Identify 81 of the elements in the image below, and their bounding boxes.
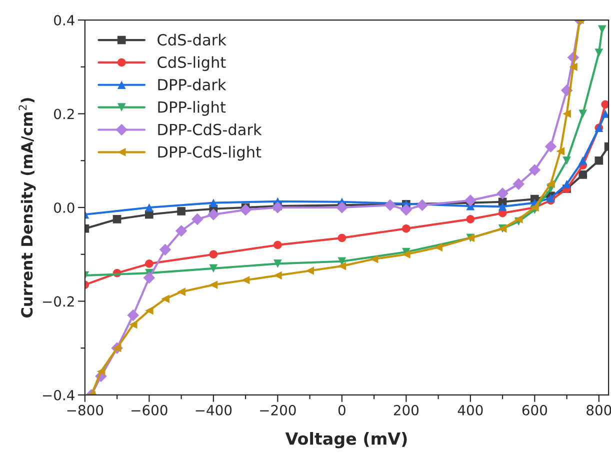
point (240, 204, 252, 216)
point (127, 309, 140, 322)
point (338, 262, 346, 270)
y-tick-label: −0.4 (42, 390, 74, 400)
legend-label: DPP-CdS-dark (158, 123, 262, 136)
point (145, 306, 154, 315)
x-tick-label: −800 (67, 404, 104, 416)
x-tick-label: 0 (338, 404, 346, 416)
point (544, 140, 557, 152)
point (145, 203, 154, 212)
point (177, 288, 186, 296)
point (578, 170, 588, 179)
point (128, 320, 138, 329)
legend-label: CdS-light (158, 56, 226, 71)
point (562, 180, 571, 188)
y-tick-label: −0.2 (42, 296, 74, 307)
point (416, 199, 428, 212)
x-tick-label: 600 (522, 404, 547, 416)
point (400, 204, 412, 216)
point (274, 271, 282, 280)
point (562, 110, 571, 118)
point (514, 215, 523, 224)
point (145, 260, 154, 268)
x-tick-label: −600 (132, 404, 168, 416)
point (384, 199, 396, 212)
point (143, 272, 156, 284)
y-tick-label: 0.0 (54, 202, 74, 213)
point (336, 202, 348, 214)
point (578, 110, 588, 118)
point (96, 367, 106, 376)
point (241, 276, 250, 284)
point (274, 260, 282, 268)
point (512, 178, 524, 190)
point (601, 100, 609, 109)
y-tick-label: 0.4 (54, 14, 74, 26)
point (464, 194, 476, 206)
point (274, 240, 282, 250)
point (370, 254, 378, 264)
x-tick-label: 800 (586, 404, 611, 416)
point (498, 202, 507, 211)
point (528, 164, 541, 176)
x-axis-title: Voltage (mV) (285, 432, 407, 448)
point (209, 198, 218, 207)
point (578, 156, 588, 165)
point (546, 194, 555, 202)
point (112, 215, 122, 224)
legend-label: CdS-dark (158, 34, 226, 46)
point (208, 208, 220, 220)
point (177, 207, 186, 216)
point (598, 25, 606, 34)
point (191, 213, 204, 226)
point (159, 244, 172, 256)
legend-label: DPP-CdS-light (158, 146, 262, 161)
point (175, 225, 188, 237)
x-tick-label: −200 (260, 404, 296, 416)
point (466, 215, 475, 224)
point (338, 234, 346, 242)
legend-label: DPP-light (158, 101, 226, 116)
point (594, 156, 604, 165)
point (402, 224, 410, 233)
point (562, 156, 571, 165)
x-tick-label: 400 (458, 404, 483, 416)
point (569, 62, 578, 72)
y-tick-label: 0.2 (54, 108, 74, 120)
point (434, 243, 442, 252)
x-tick-label: 200 (394, 404, 419, 416)
point (402, 250, 410, 259)
point (272, 202, 284, 214)
point (556, 147, 565, 156)
y-axis-title: Current Density (mA/cm$^{2}$) (18, 98, 36, 318)
point (594, 48, 604, 57)
point (306, 266, 314, 275)
point (209, 250, 218, 259)
point (496, 188, 508, 200)
point (209, 280, 218, 289)
legend-label: DPP-dark (158, 78, 226, 90)
point (546, 180, 555, 188)
point (601, 110, 609, 118)
x-tick-label: −400 (196, 404, 232, 416)
point (209, 264, 218, 273)
point (161, 294, 170, 304)
